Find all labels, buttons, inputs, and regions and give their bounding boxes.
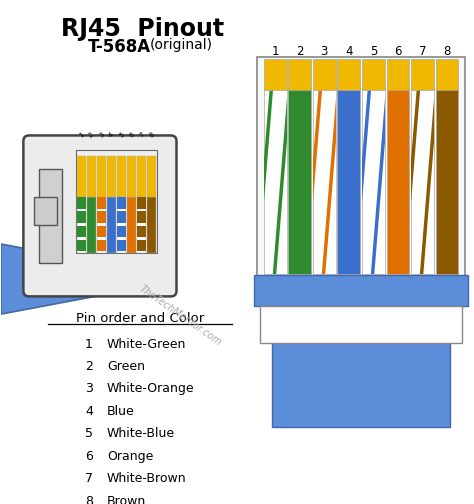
Bar xyxy=(97,197,106,254)
Bar xyxy=(436,87,458,274)
Bar xyxy=(107,156,116,197)
Text: 5: 5 xyxy=(370,45,377,58)
Text: 7: 7 xyxy=(419,45,426,58)
Text: Brown: Brown xyxy=(107,495,146,504)
Bar xyxy=(362,87,384,274)
Text: 4: 4 xyxy=(108,132,115,139)
Bar xyxy=(386,87,409,274)
Bar xyxy=(362,59,384,90)
Bar xyxy=(117,197,126,209)
Bar xyxy=(137,240,146,251)
Bar xyxy=(77,197,86,209)
Text: White-Brown: White-Brown xyxy=(107,472,187,485)
Text: White-Blue: White-Blue xyxy=(107,427,175,440)
Bar xyxy=(127,197,136,254)
Text: TheTechMentor.com: TheTechMentor.com xyxy=(137,284,223,348)
Polygon shape xyxy=(34,197,57,225)
Text: 2: 2 xyxy=(85,360,93,373)
Bar xyxy=(97,240,106,251)
Bar xyxy=(337,87,360,274)
Text: Green: Green xyxy=(107,360,145,373)
Bar xyxy=(147,197,156,254)
Polygon shape xyxy=(0,244,100,314)
Bar xyxy=(117,240,126,251)
Text: 4: 4 xyxy=(345,45,353,58)
Bar xyxy=(289,59,311,90)
Text: Blue: Blue xyxy=(107,405,135,418)
Text: 3: 3 xyxy=(85,383,93,396)
Text: 3: 3 xyxy=(320,45,328,58)
Bar xyxy=(147,156,156,197)
Text: Pin order and Color: Pin order and Color xyxy=(76,312,204,325)
Bar xyxy=(77,156,86,197)
Bar xyxy=(77,225,86,237)
Bar xyxy=(264,59,287,90)
Bar xyxy=(76,150,156,254)
Bar xyxy=(436,59,458,90)
Bar xyxy=(386,59,409,90)
Text: 3: 3 xyxy=(98,131,105,139)
Bar xyxy=(97,197,106,209)
Text: 6: 6 xyxy=(128,131,135,139)
Text: 1: 1 xyxy=(85,338,93,351)
Bar xyxy=(337,59,360,90)
Bar xyxy=(87,197,96,254)
Bar xyxy=(77,211,86,223)
Bar xyxy=(289,87,311,274)
Bar xyxy=(260,306,462,343)
Bar xyxy=(273,341,450,427)
Bar xyxy=(97,211,106,223)
Bar xyxy=(117,197,126,254)
Bar xyxy=(255,275,468,306)
Bar xyxy=(137,211,146,223)
Text: 5: 5 xyxy=(118,132,125,139)
Text: 1: 1 xyxy=(78,131,85,139)
Bar xyxy=(77,197,86,254)
Bar xyxy=(38,169,62,263)
Bar xyxy=(411,59,434,90)
Bar xyxy=(127,156,136,197)
Bar xyxy=(313,59,336,90)
Bar xyxy=(117,156,126,197)
Bar xyxy=(117,225,126,237)
Bar xyxy=(264,87,287,274)
Text: 5: 5 xyxy=(85,427,93,440)
Bar xyxy=(97,156,106,197)
Text: 7: 7 xyxy=(138,131,145,139)
Bar xyxy=(117,211,126,223)
Text: RJ45  Pinout: RJ45 Pinout xyxy=(61,17,224,41)
Bar xyxy=(137,156,146,197)
Text: (original): (original) xyxy=(150,38,212,52)
Text: 2: 2 xyxy=(296,45,303,58)
Bar xyxy=(313,87,336,274)
Text: 4: 4 xyxy=(85,405,93,418)
Text: 8: 8 xyxy=(85,495,93,504)
Bar xyxy=(257,57,465,279)
Text: White-Orange: White-Orange xyxy=(107,383,195,396)
Bar xyxy=(107,197,116,254)
Bar xyxy=(137,225,146,237)
Text: 1: 1 xyxy=(272,45,279,58)
Text: 8: 8 xyxy=(148,131,155,139)
Text: 2: 2 xyxy=(88,132,95,139)
Text: Orange: Orange xyxy=(107,450,154,463)
Text: 7: 7 xyxy=(85,472,93,485)
Text: 8: 8 xyxy=(443,45,451,58)
Bar xyxy=(137,197,146,254)
Bar xyxy=(137,197,146,209)
Text: T-568A: T-568A xyxy=(88,38,151,56)
FancyBboxPatch shape xyxy=(23,136,176,296)
Text: 6: 6 xyxy=(85,450,93,463)
Bar xyxy=(97,225,106,237)
Bar xyxy=(411,87,434,274)
Text: White-Green: White-Green xyxy=(107,338,186,351)
Text: 6: 6 xyxy=(394,45,401,58)
Bar xyxy=(87,156,96,197)
Bar xyxy=(77,240,86,251)
